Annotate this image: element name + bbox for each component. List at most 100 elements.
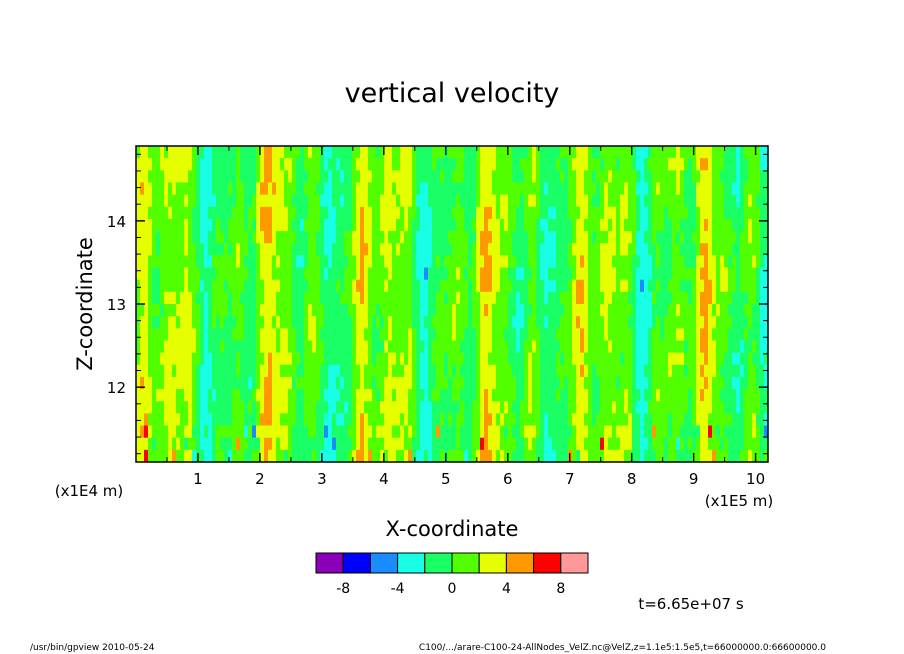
heatmap-cell xyxy=(632,146,637,159)
heatmap-cell xyxy=(732,182,737,196)
heatmap-cell xyxy=(284,267,289,281)
heatmap-cell xyxy=(632,340,637,354)
heatmap-cell xyxy=(272,206,277,220)
heatmap-cell xyxy=(488,376,493,390)
heatmap-cell xyxy=(600,255,605,269)
heatmap-cell xyxy=(476,291,481,305)
heatmap-cell xyxy=(164,340,169,354)
heatmap-cell xyxy=(612,364,617,378)
heatmap-cell xyxy=(236,328,241,342)
heatmap-cell xyxy=(528,255,533,269)
heatmap-cell xyxy=(760,328,765,342)
heatmap-cell xyxy=(264,389,269,402)
heatmap-cell xyxy=(440,364,445,378)
heatmap-cell xyxy=(424,437,429,451)
heatmap-cell xyxy=(344,401,349,414)
heatmap-cell xyxy=(752,194,757,208)
heatmap-cell xyxy=(468,218,473,232)
heatmap-cell xyxy=(220,352,225,366)
heatmap-cell xyxy=(520,170,525,184)
heatmap-cell xyxy=(744,425,749,439)
heatmap-cell xyxy=(712,425,717,439)
heatmap-cell xyxy=(480,267,485,281)
heatmap-cell xyxy=(272,194,277,208)
heatmap-cell xyxy=(192,340,197,354)
heatmap-cell xyxy=(352,304,357,317)
y-tick-label: 14 xyxy=(107,213,126,231)
heatmap-cell xyxy=(356,364,361,378)
heatmap-cell xyxy=(252,291,257,305)
heatmap-cell xyxy=(484,376,489,390)
heatmap-cell xyxy=(396,218,401,232)
heatmap-cell xyxy=(576,328,581,342)
heatmap-cell xyxy=(464,182,469,196)
x-tick-label: 1 xyxy=(193,470,203,488)
heatmap-cell xyxy=(648,279,653,293)
heatmap-cell xyxy=(324,376,329,390)
heatmap-cell xyxy=(664,158,669,171)
heatmap-cell xyxy=(504,304,509,317)
heatmap-cell xyxy=(760,304,765,317)
heatmap-cell xyxy=(764,328,768,342)
heatmap-cell xyxy=(288,267,293,281)
heatmap-cell xyxy=(712,243,717,256)
heatmap-cell xyxy=(288,437,293,451)
heatmap-cell xyxy=(504,328,509,342)
heatmap-cell xyxy=(140,194,145,208)
heatmap-cell xyxy=(196,158,201,171)
heatmap-cell xyxy=(380,279,385,293)
heatmap-cell xyxy=(668,243,673,256)
heatmap-cell xyxy=(176,255,181,269)
heatmap-cell xyxy=(412,364,417,378)
heatmap-cell xyxy=(160,376,165,390)
heatmap-cell xyxy=(728,194,733,208)
heatmap-cell xyxy=(524,291,529,305)
heatmap-cell xyxy=(268,401,273,414)
heatmap-cell xyxy=(664,413,669,427)
heatmap-cell xyxy=(208,449,213,462)
heatmap-cell xyxy=(364,364,369,378)
heatmap-cell xyxy=(540,231,545,244)
heatmap-cell xyxy=(620,243,625,256)
heatmap-cell xyxy=(444,255,449,269)
heatmap-cell xyxy=(680,437,685,451)
heatmap-cell xyxy=(580,352,585,366)
heatmap-cell xyxy=(252,352,257,366)
heatmap-cell xyxy=(360,170,365,184)
heatmap-cell xyxy=(256,401,261,414)
heatmap-cell xyxy=(276,194,281,208)
heatmap-cell xyxy=(400,182,405,196)
heatmap-cell xyxy=(548,437,553,451)
heatmap-cell xyxy=(564,267,569,281)
heatmap-cell xyxy=(480,146,485,159)
heatmap-cell xyxy=(516,146,521,159)
heatmap-cell xyxy=(248,194,253,208)
heatmap-cell xyxy=(348,304,353,317)
heatmap-cell xyxy=(736,291,741,305)
heatmap-cell xyxy=(548,291,553,305)
heatmap-cell xyxy=(144,364,149,378)
heatmap-cell xyxy=(288,389,293,402)
heatmap-cell xyxy=(540,304,545,317)
heatmap-cell xyxy=(756,389,761,402)
heatmap-cell xyxy=(184,158,189,171)
heatmap-cell xyxy=(176,206,181,220)
heatmap-cell xyxy=(264,376,269,390)
heatmap-cell xyxy=(180,158,185,171)
heatmap-cell xyxy=(148,206,153,220)
heatmap-cell xyxy=(476,146,481,159)
heatmap-cell xyxy=(344,243,349,256)
heatmap-cell xyxy=(244,304,249,317)
heatmap-cell xyxy=(368,243,373,256)
heatmap-cell xyxy=(572,352,577,366)
heatmap-cell xyxy=(760,182,765,196)
heatmap-cell xyxy=(508,194,513,208)
heatmap-cell xyxy=(148,304,153,317)
heatmap-cell xyxy=(192,304,197,317)
heatmap-cell xyxy=(472,291,477,305)
heatmap-cell xyxy=(680,255,685,269)
heatmap-cell xyxy=(336,158,341,171)
heatmap-cell xyxy=(692,376,697,390)
heatmap-cell xyxy=(744,352,749,366)
heatmap-cell xyxy=(360,340,365,354)
